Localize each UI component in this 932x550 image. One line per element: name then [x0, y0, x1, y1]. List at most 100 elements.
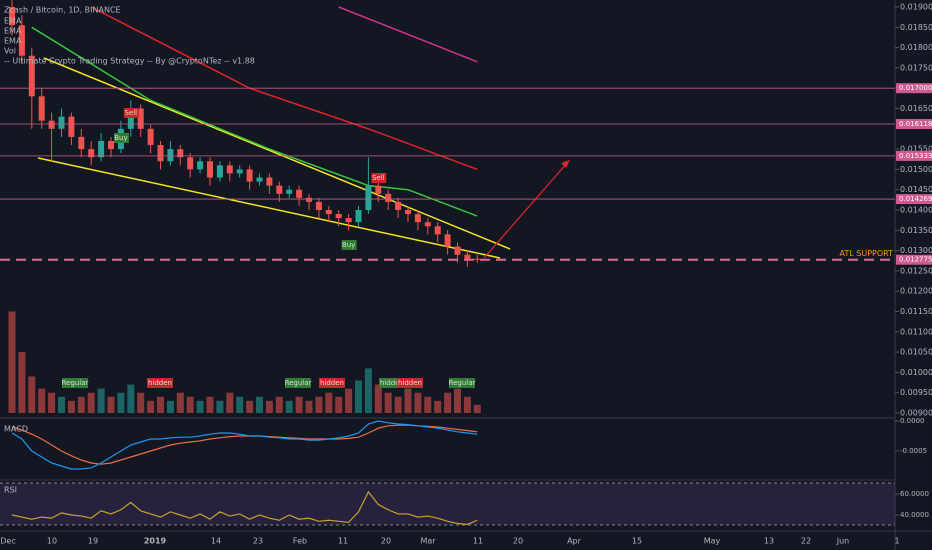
divergence-box — [319, 378, 345, 388]
volume-bar — [87, 392, 95, 413]
volume-bar — [137, 392, 145, 413]
candle-body — [207, 161, 213, 178]
level-label: 0.015333 — [899, 152, 932, 160]
volume-bar — [196, 400, 204, 413]
level-label: 0.014269 — [899, 195, 932, 203]
signal-label: Sell — [372, 174, 385, 182]
wedge-line — [43, 57, 511, 250]
candle-body — [385, 193, 392, 202]
level-box — [896, 119, 932, 130]
candle-body — [355, 210, 362, 223]
volume-bar — [186, 396, 194, 413]
volume-bar — [355, 380, 362, 413]
volume-bar — [127, 384, 135, 413]
volume-bar — [444, 392, 452, 413]
volume-bar — [454, 388, 461, 413]
level-label: 0.017000 — [899, 84, 932, 92]
candle-body — [454, 246, 461, 255]
x-tick-label: 20 — [381, 537, 391, 546]
rsi-band — [0, 483, 895, 525]
volume-bar — [265, 400, 273, 413]
candle-body — [325, 210, 332, 215]
macd-tick-label: -0.0005 — [900, 447, 927, 455]
volume-bar — [28, 376, 36, 413]
legend-entry: EMA — [4, 17, 22, 26]
pane-title: RSI — [4, 486, 17, 495]
volume-bar — [236, 396, 244, 413]
legend-entry: Vol — [4, 47, 16, 56]
x-tick-label: 10 — [47, 537, 57, 546]
signal-label: Buy — [114, 134, 127, 142]
candle-body — [395, 201, 402, 210]
volume-bar — [107, 396, 115, 413]
divergence-label: hidden — [148, 379, 172, 387]
candle-body — [434, 226, 441, 235]
signal-box — [113, 133, 129, 143]
divergence-label: Regular — [62, 379, 89, 387]
candle-body — [474, 258, 481, 260]
candle-body — [335, 214, 342, 219]
candle-body — [296, 189, 303, 198]
volume-bar — [48, 392, 56, 413]
x-tick-label: 1 — [894, 537, 899, 546]
x-tick-label: 14 — [211, 537, 221, 546]
divergence-label: hidden — [398, 379, 422, 387]
volume-bar — [424, 396, 432, 413]
volume-bar — [305, 400, 313, 413]
volume-bar — [404, 388, 412, 413]
candle-body — [276, 185, 283, 194]
support-value: 0.012775 — [899, 256, 932, 264]
x-tick-label: 2019 — [144, 537, 167, 546]
x-tick-label: 20 — [513, 537, 523, 546]
candle-body — [187, 157, 194, 170]
divergence-label: Regular — [285, 379, 312, 387]
volume-bar — [18, 352, 26, 413]
support-label: ATL SUPPORT — [840, 249, 894, 258]
volume-bar — [384, 392, 392, 413]
signal-label: Sell — [124, 109, 137, 117]
divergence-box — [379, 378, 405, 388]
arrow-head — [561, 160, 570, 168]
signal-label: Buy — [342, 241, 355, 249]
candle-body — [137, 108, 144, 129]
rsi-tick-label: 60.0000 — [900, 490, 929, 498]
x-tick-label: Feb — [293, 537, 307, 546]
candle-body — [236, 169, 243, 174]
candle-body — [246, 169, 253, 182]
ema-line — [338, 6, 478, 63]
signal-box — [123, 108, 139, 118]
legend-entry: EMA — [4, 27, 22, 36]
volume-bar — [216, 400, 224, 413]
volume-bar — [8, 311, 16, 413]
level-box — [896, 83, 932, 94]
macd-tick-label: 0.0000 — [900, 417, 925, 425]
volume-bar — [166, 400, 174, 413]
volume-bar — [335, 396, 343, 413]
volume-bar — [463, 396, 471, 413]
x-tick-label: 22 — [801, 537, 811, 546]
volume-bar — [285, 400, 293, 413]
volume-bar — [473, 404, 481, 413]
pane-title: MACD — [4, 425, 28, 434]
candle-body — [226, 165, 233, 174]
volume-bar — [414, 392, 422, 413]
volume-bar — [157, 396, 164, 413]
divergence-box — [449, 378, 475, 388]
signal-box — [371, 173, 387, 183]
candle-body — [127, 108, 134, 129]
volume-bar — [38, 388, 46, 413]
divergence-label: hidden — [320, 379, 344, 387]
candle-body — [9, 7, 15, 26]
x-tick-label: 11 — [338, 537, 348, 546]
candle-body — [306, 197, 312, 202]
